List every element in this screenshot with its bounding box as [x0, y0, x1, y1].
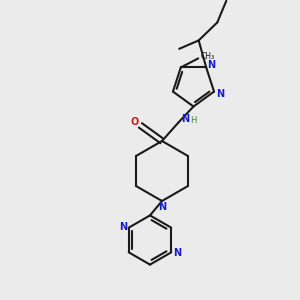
Text: N: N: [181, 114, 189, 124]
Text: O: O: [130, 117, 139, 127]
Text: N: N: [119, 222, 128, 232]
Text: N: N: [207, 60, 215, 70]
Text: CH₃: CH₃: [200, 52, 214, 61]
Text: N: N: [158, 202, 166, 212]
Text: N: N: [172, 248, 181, 258]
Text: N: N: [216, 89, 224, 99]
Text: H: H: [190, 116, 197, 125]
